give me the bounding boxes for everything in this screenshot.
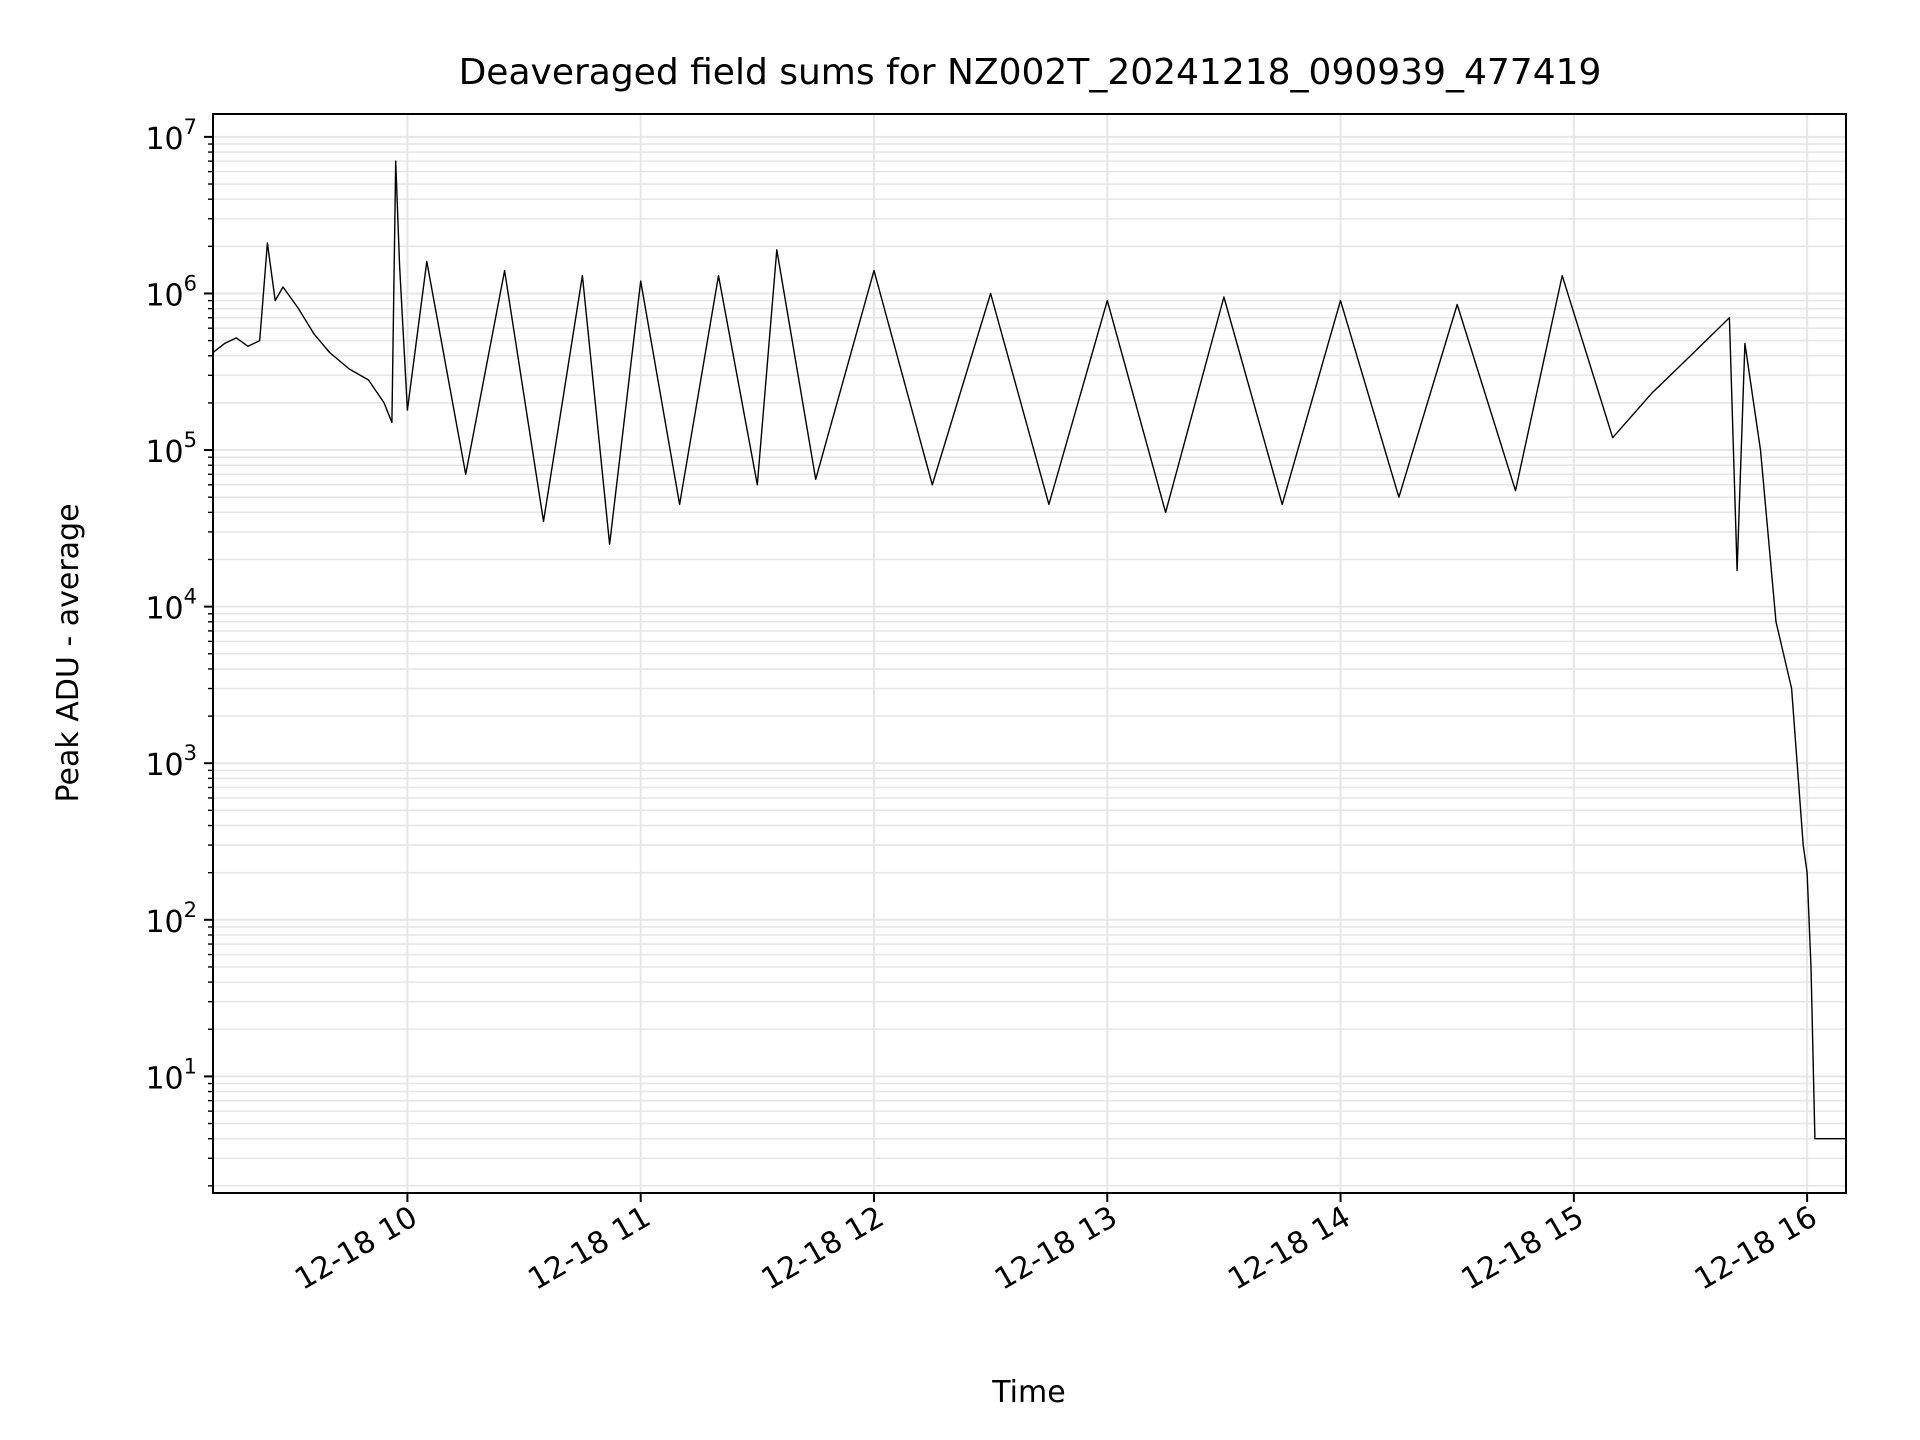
y-tick-label-base: 10 xyxy=(145,905,183,940)
y-tick-label-base: 10 xyxy=(145,748,183,783)
y-tick-label-exponent: 4 xyxy=(184,585,197,609)
grid xyxy=(213,114,1846,1193)
y-tick-label-base: 10 xyxy=(145,592,183,627)
y-tick-label-base: 10 xyxy=(145,1061,183,1096)
y-tick-label: 103 xyxy=(145,741,197,783)
y-tick-label: 102 xyxy=(145,898,197,940)
y-tick-label-exponent: 5 xyxy=(184,428,197,452)
y-tick-label-base: 10 xyxy=(145,122,183,157)
y-tick-label: 101 xyxy=(145,1054,197,1096)
y-axis-label: Peak ADU - average xyxy=(51,503,86,802)
y-tick-label-exponent: 6 xyxy=(184,271,197,295)
y-tick-label: 106 xyxy=(145,271,197,313)
x-axis-label: Time xyxy=(991,1375,1065,1410)
y-tick-label: 105 xyxy=(145,428,197,470)
y-tick-label-exponent: 7 xyxy=(184,115,197,139)
chart-title: Deaveraged field sums for NZ002T_2024121… xyxy=(459,52,1602,93)
y-tick-label: 104 xyxy=(145,585,197,627)
y-tick-label-exponent: 3 xyxy=(184,741,197,765)
y-tick-label-base: 10 xyxy=(145,278,183,313)
y-tick-label-base: 10 xyxy=(145,435,183,470)
y-tick-label-exponent: 1 xyxy=(184,1054,197,1078)
y-tick-label-exponent: 2 xyxy=(184,898,197,922)
series-line xyxy=(212,160,1846,1140)
y-tick-label: 107 xyxy=(145,115,197,157)
